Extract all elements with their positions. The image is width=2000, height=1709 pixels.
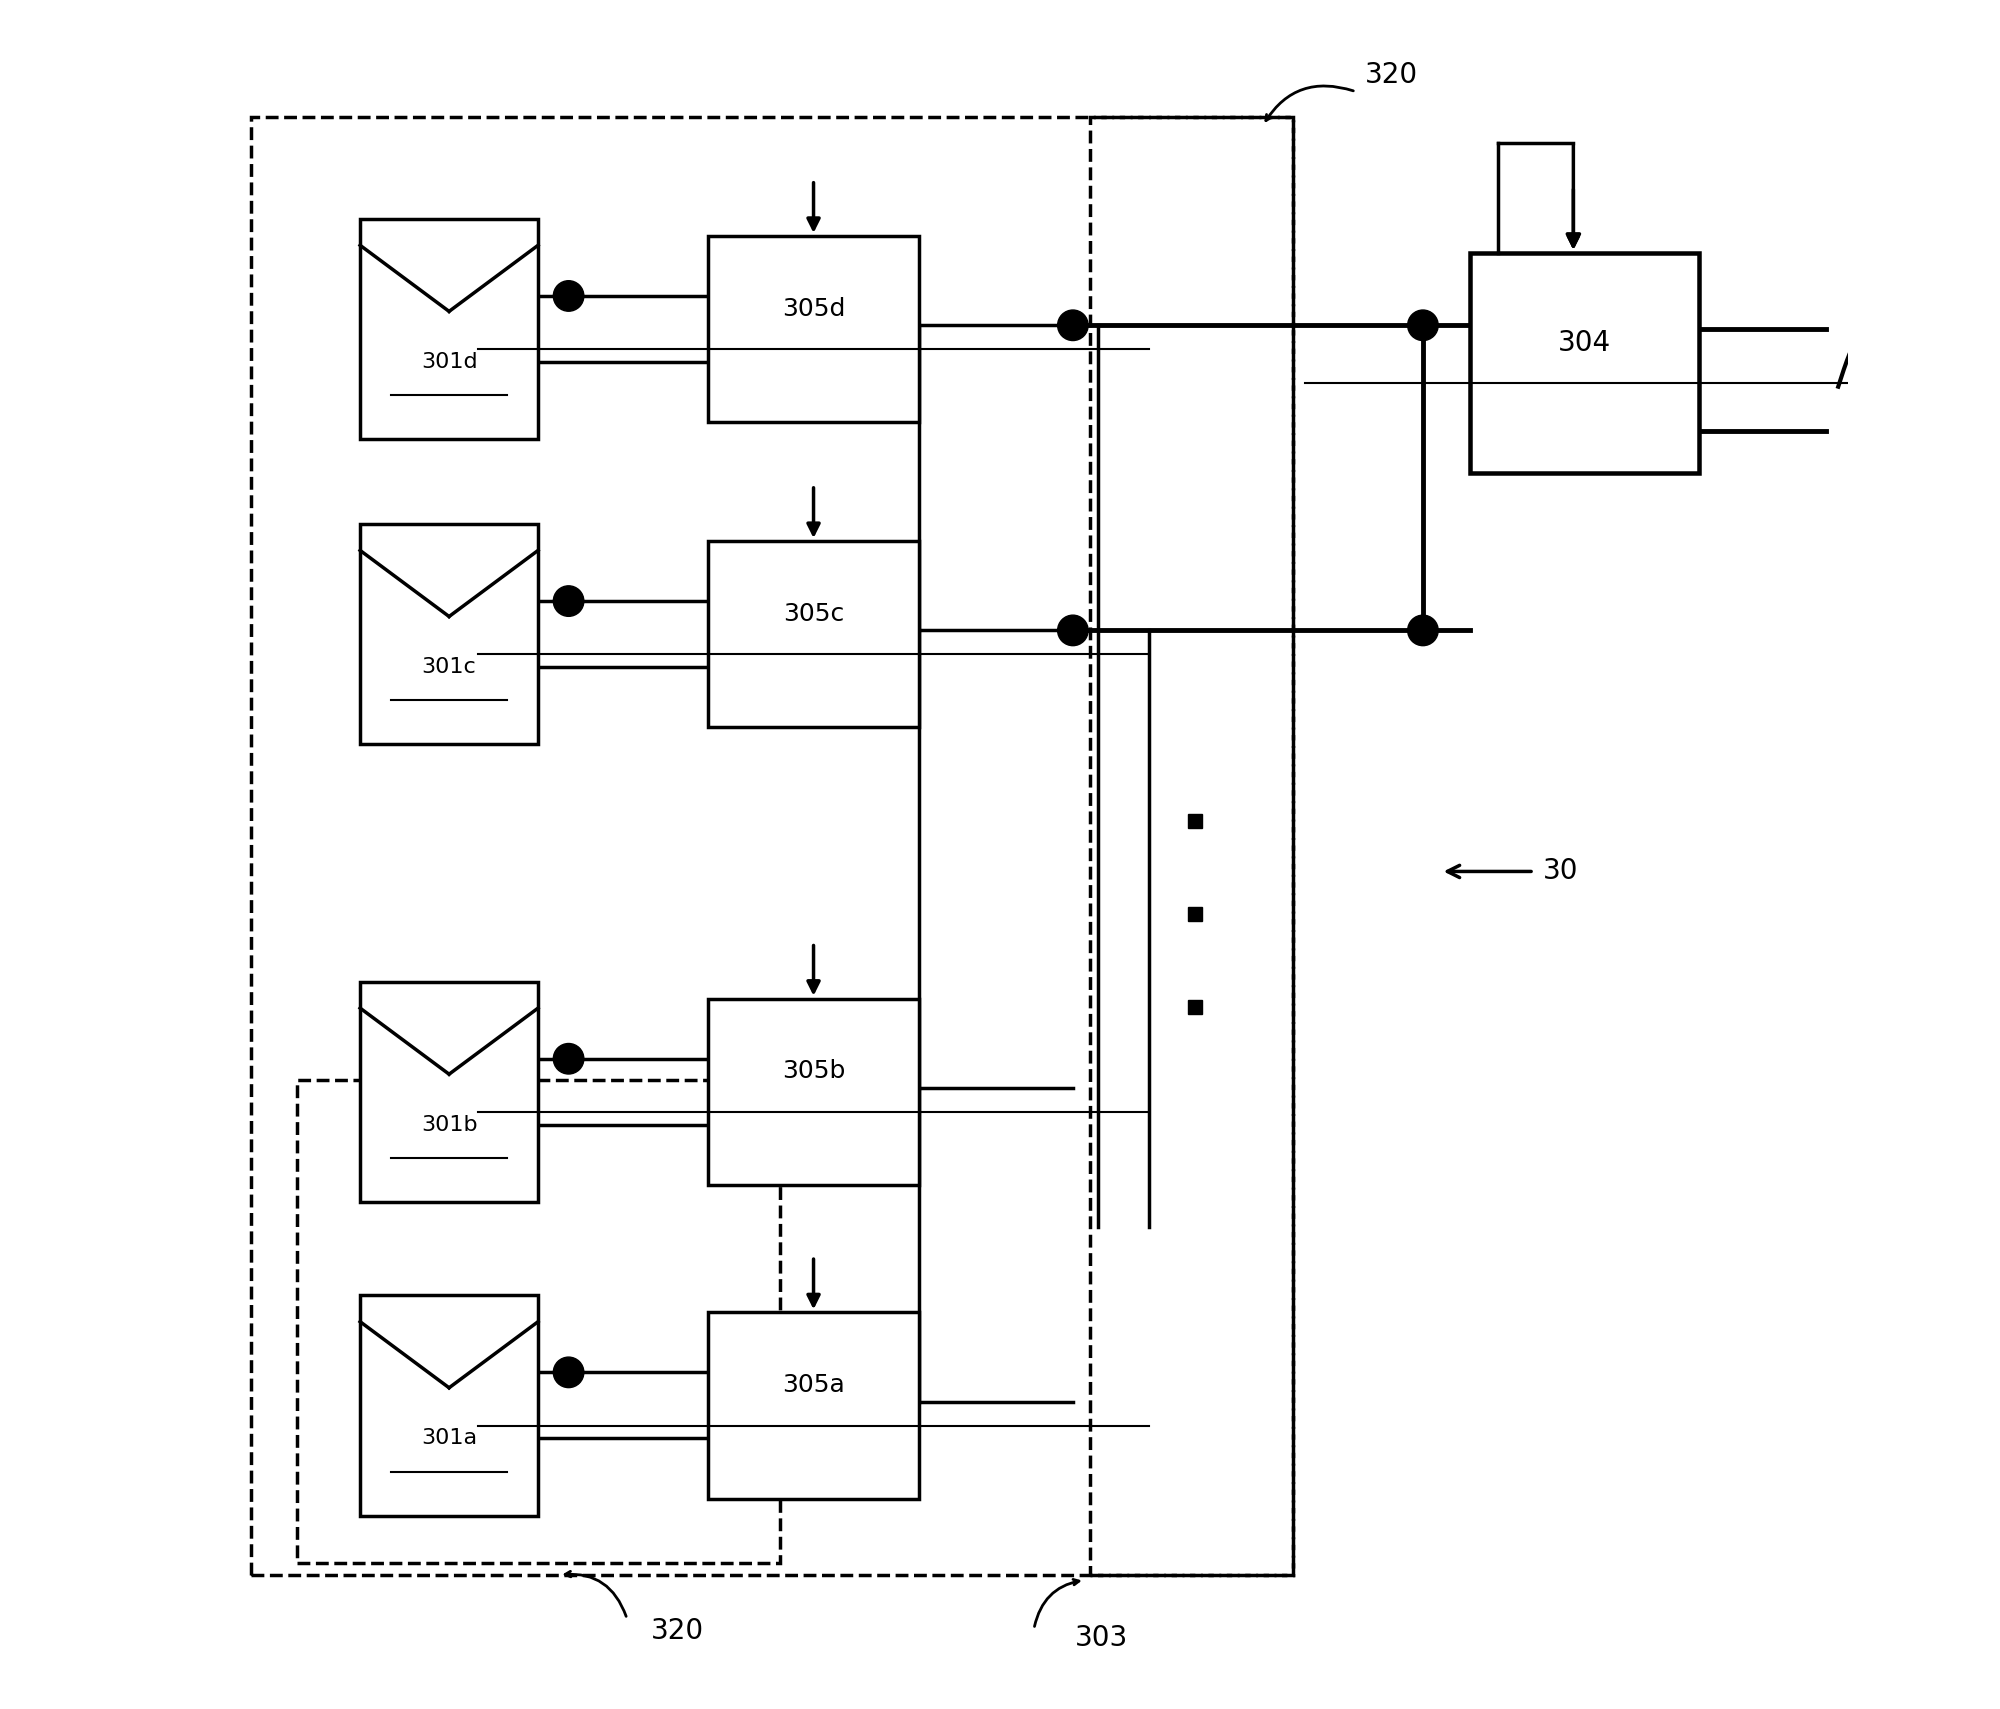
Bar — [250, 118, 1294, 1576]
Circle shape — [1058, 615, 1088, 646]
Bar — [360, 219, 538, 439]
Text: 320: 320 — [652, 1617, 704, 1644]
Text: 30: 30 — [1542, 858, 1578, 885]
Text: 305b: 305b — [782, 1060, 846, 1084]
Circle shape — [554, 1357, 584, 1388]
Circle shape — [554, 1044, 584, 1073]
Text: 301b: 301b — [420, 1114, 478, 1135]
Bar — [360, 981, 538, 1201]
Bar — [1090, 118, 1294, 1576]
Bar — [296, 1080, 780, 1564]
Bar — [708, 236, 920, 422]
Bar — [360, 525, 538, 745]
Text: 305c: 305c — [782, 602, 844, 625]
Text: 303: 303 — [1076, 1624, 1128, 1651]
Text: 305d: 305d — [782, 297, 846, 321]
Bar — [708, 998, 920, 1184]
Bar — [708, 1313, 920, 1499]
Text: 301a: 301a — [422, 1429, 478, 1449]
Text: 301c: 301c — [422, 658, 476, 677]
Circle shape — [1408, 615, 1438, 646]
Bar — [1470, 253, 1700, 473]
Text: 304: 304 — [1558, 328, 1612, 357]
Text: 320: 320 — [1364, 62, 1418, 89]
Text: 301d: 301d — [420, 352, 478, 373]
Circle shape — [554, 280, 584, 311]
Bar — [708, 542, 920, 728]
Bar — [360, 1295, 538, 1516]
Circle shape — [1408, 309, 1438, 340]
Circle shape — [554, 586, 584, 617]
Circle shape — [1058, 309, 1088, 340]
Text: 305a: 305a — [782, 1372, 844, 1396]
